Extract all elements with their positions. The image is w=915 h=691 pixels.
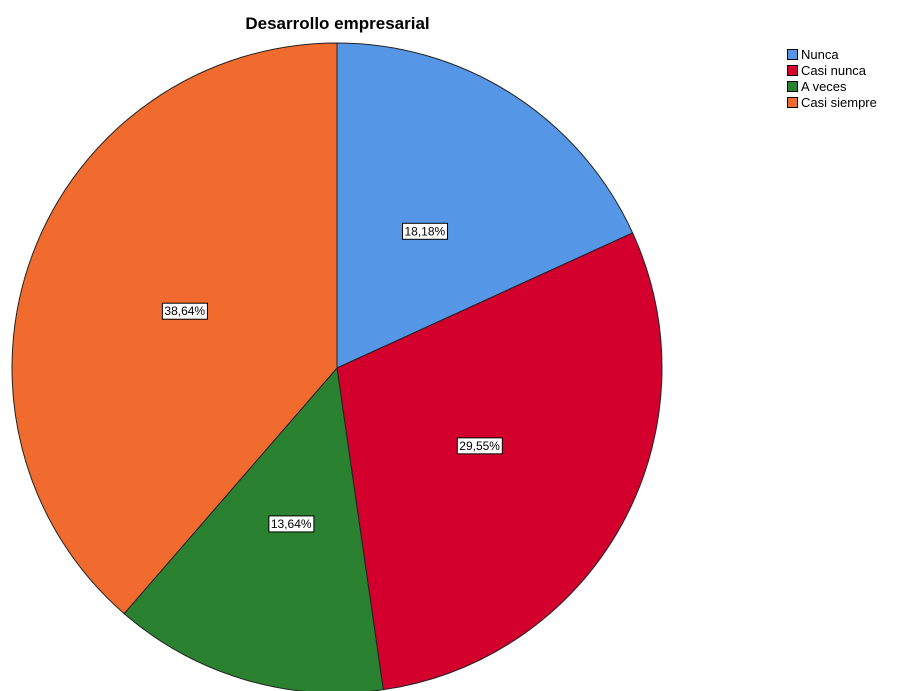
pie-value-labels: 18,18% 29,55% 13,64% 38,64% — [161, 222, 503, 533]
legend-label: A veces — [801, 78, 847, 94]
chart-title: Desarrollo empresarial — [245, 14, 430, 33]
legend-swatch — [787, 96, 798, 108]
pie-value-label: 38,64% — [161, 302, 208, 320]
pie-slice-nunca — [336, 42, 634, 369]
pie-value-label: 13,64% — [268, 515, 315, 533]
svg-text:13,64%: 13,64% — [271, 517, 312, 531]
svg-text:18,18%: 18,18% — [404, 224, 445, 238]
pie-slice-casi-siempre — [11, 42, 338, 615]
legend-item: Nunca — [787, 46, 877, 62]
legend-label: Casi nunca — [801, 62, 867, 78]
legend-label: Casi siempre — [801, 94, 877, 110]
pie-value-label: 29,55% — [456, 437, 503, 455]
pie-value-label: 18,18% — [401, 222, 449, 240]
legend-swatch — [787, 48, 798, 60]
legend-item: A veces — [787, 78, 877, 94]
pie-slices — [11, 42, 663, 691]
legend-item: Casi nunca — [787, 62, 877, 78]
svg-text:29,55%: 29,55% — [459, 439, 500, 453]
legend-label: Nunca — [801, 46, 839, 62]
legend-item: Casi siempre — [787, 94, 877, 110]
legend-swatch — [787, 80, 798, 92]
legend: Nunca Casi nunca A veces Casi siempre — [787, 46, 877, 110]
pie-slice-casi-nunca — [336, 232, 663, 691]
legend-swatch — [787, 64, 798, 76]
pie-slice-a-veces — [123, 366, 384, 691]
svg-text:38,64%: 38,64% — [164, 304, 205, 318]
